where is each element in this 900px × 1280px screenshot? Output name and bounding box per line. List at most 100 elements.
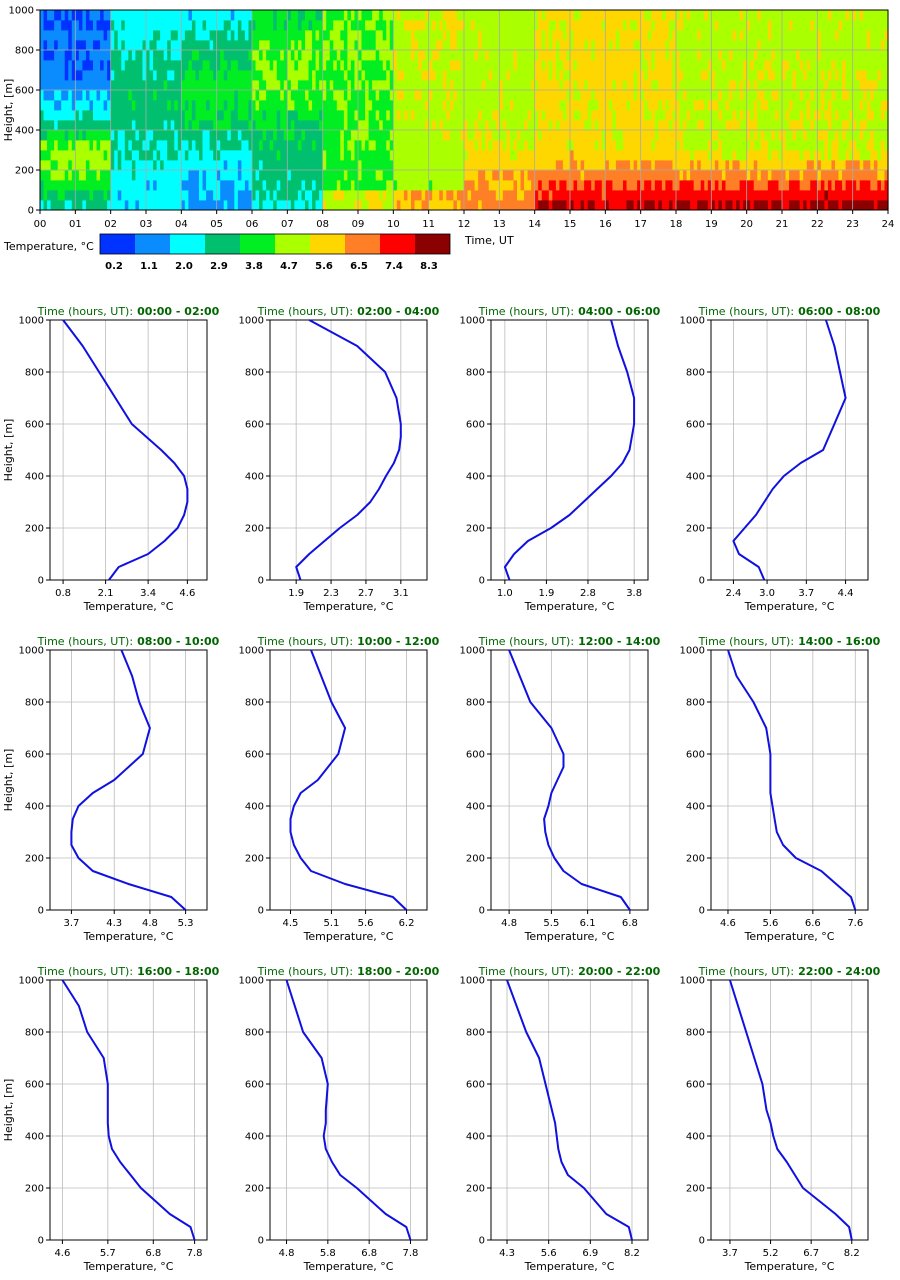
heatmap-cell (372, 180, 377, 191)
heatmap-cell (315, 50, 320, 61)
heatmap-cell (531, 70, 536, 81)
heatmap-cell (471, 50, 476, 61)
heatmap-cell (446, 80, 451, 91)
heatmap-cell (845, 120, 850, 131)
heatmap-cell (658, 170, 663, 181)
heatmap-cell (485, 140, 490, 151)
heatmap-cell (803, 120, 808, 131)
heatmap-cell (234, 190, 239, 201)
heatmap-cell (266, 160, 271, 171)
heatmap-cell (336, 120, 341, 131)
heatmap-cell (831, 10, 836, 21)
profile-line (62, 319, 189, 581)
heatmap-cell (386, 200, 391, 211)
heatmap-cell (810, 40, 815, 51)
heatmap-cell (478, 20, 483, 31)
heatmap-cell (594, 70, 599, 81)
heatmap-cell (71, 10, 76, 21)
heatmap-cell (319, 130, 324, 141)
heatmap-cell (117, 70, 122, 81)
heatmap-cell (799, 100, 804, 111)
heatmap-cell (220, 20, 225, 31)
heatmap-cell (718, 40, 723, 51)
heatmap-xtick-label: 15 (564, 219, 577, 230)
heatmap-cell (354, 120, 359, 131)
heatmap-cell (400, 100, 405, 111)
heatmap-cell (393, 170, 398, 181)
heatmap-cell (506, 60, 511, 71)
heatmap-cell (566, 110, 571, 121)
heatmap-cell (40, 190, 45, 201)
heatmap-xtick-label: 04 (175, 219, 188, 230)
heatmap-cell (771, 30, 776, 41)
heatmap-cell (372, 190, 377, 201)
heatmap-cell (82, 120, 87, 131)
heatmap-cell (237, 160, 242, 171)
heatmap-cell (534, 180, 539, 191)
heatmap-cell (336, 50, 341, 61)
heatmap-cell (47, 110, 52, 121)
heatmap-cell (382, 60, 387, 71)
heatmap-cell (414, 10, 419, 21)
heatmap-cell (548, 200, 553, 211)
heatmap-cell (495, 150, 500, 161)
heatmap-cell (827, 10, 833, 21)
heatmap-cell (471, 90, 476, 101)
heatmap-cell (495, 130, 500, 141)
heatmap-cell (227, 170, 232, 181)
heatmap-cell (259, 150, 264, 161)
heatmap-cell (810, 70, 815, 81)
heatmap-cell (467, 200, 472, 211)
heatmap-cell (266, 170, 271, 181)
heatmap-cell (725, 190, 730, 201)
heatmap-cell (637, 100, 642, 111)
heatmap-cell (343, 120, 348, 131)
heatmap-cell (393, 160, 398, 171)
heatmap-cell (340, 50, 345, 61)
heatmap-cell (71, 150, 76, 161)
heatmap-cell (432, 170, 437, 181)
heatmap-cell (615, 60, 621, 71)
heatmap-cell (315, 10, 320, 21)
heatmap-cell (615, 40, 621, 51)
heatmap-cell (541, 160, 546, 171)
heatmap-cell (714, 130, 719, 141)
heatmap-cell (531, 170, 536, 181)
heatmap-cell (570, 70, 575, 81)
heatmap-cell (813, 180, 818, 191)
heatmap-cell (651, 10, 656, 21)
heatmap-cell (499, 20, 504, 31)
heatmap-cell (573, 150, 578, 161)
heatmap-cell (736, 20, 741, 31)
heatmap-cell (548, 150, 553, 161)
heatmap-cell (435, 190, 440, 201)
heatmap-cell (234, 180, 239, 191)
colorbar-frame (99, 233, 451, 255)
heatmap-cell (269, 200, 274, 211)
heatmap-cell (350, 30, 356, 41)
heatmap-cell (474, 10, 479, 21)
heatmap-cell (856, 150, 861, 161)
heatmap-cell (411, 170, 416, 181)
heatmap-cell (637, 70, 642, 81)
heatmap-cell (167, 190, 172, 201)
heatmap-cell (131, 90, 136, 101)
heatmap-cell (612, 180, 617, 191)
heatmap-cell (810, 10, 815, 21)
heatmap-cell (358, 30, 363, 41)
heatmap-cell (396, 30, 401, 41)
heatmap-cell (714, 50, 719, 61)
heatmap-cell (679, 160, 684, 171)
heatmap-cell (562, 190, 568, 201)
heatmap-cell (54, 40, 59, 51)
heatmap-cell (831, 60, 836, 71)
heatmap-cell (47, 140, 52, 151)
heatmap-cell (849, 130, 854, 141)
heatmap-cell (414, 30, 419, 41)
heatmap-cell (499, 140, 504, 151)
heatmap-cell (676, 40, 681, 51)
heatmap-cell (283, 120, 288, 131)
heatmap-cell (842, 10, 847, 21)
heatmap-cell (389, 60, 394, 71)
heatmap-cell (774, 130, 780, 141)
